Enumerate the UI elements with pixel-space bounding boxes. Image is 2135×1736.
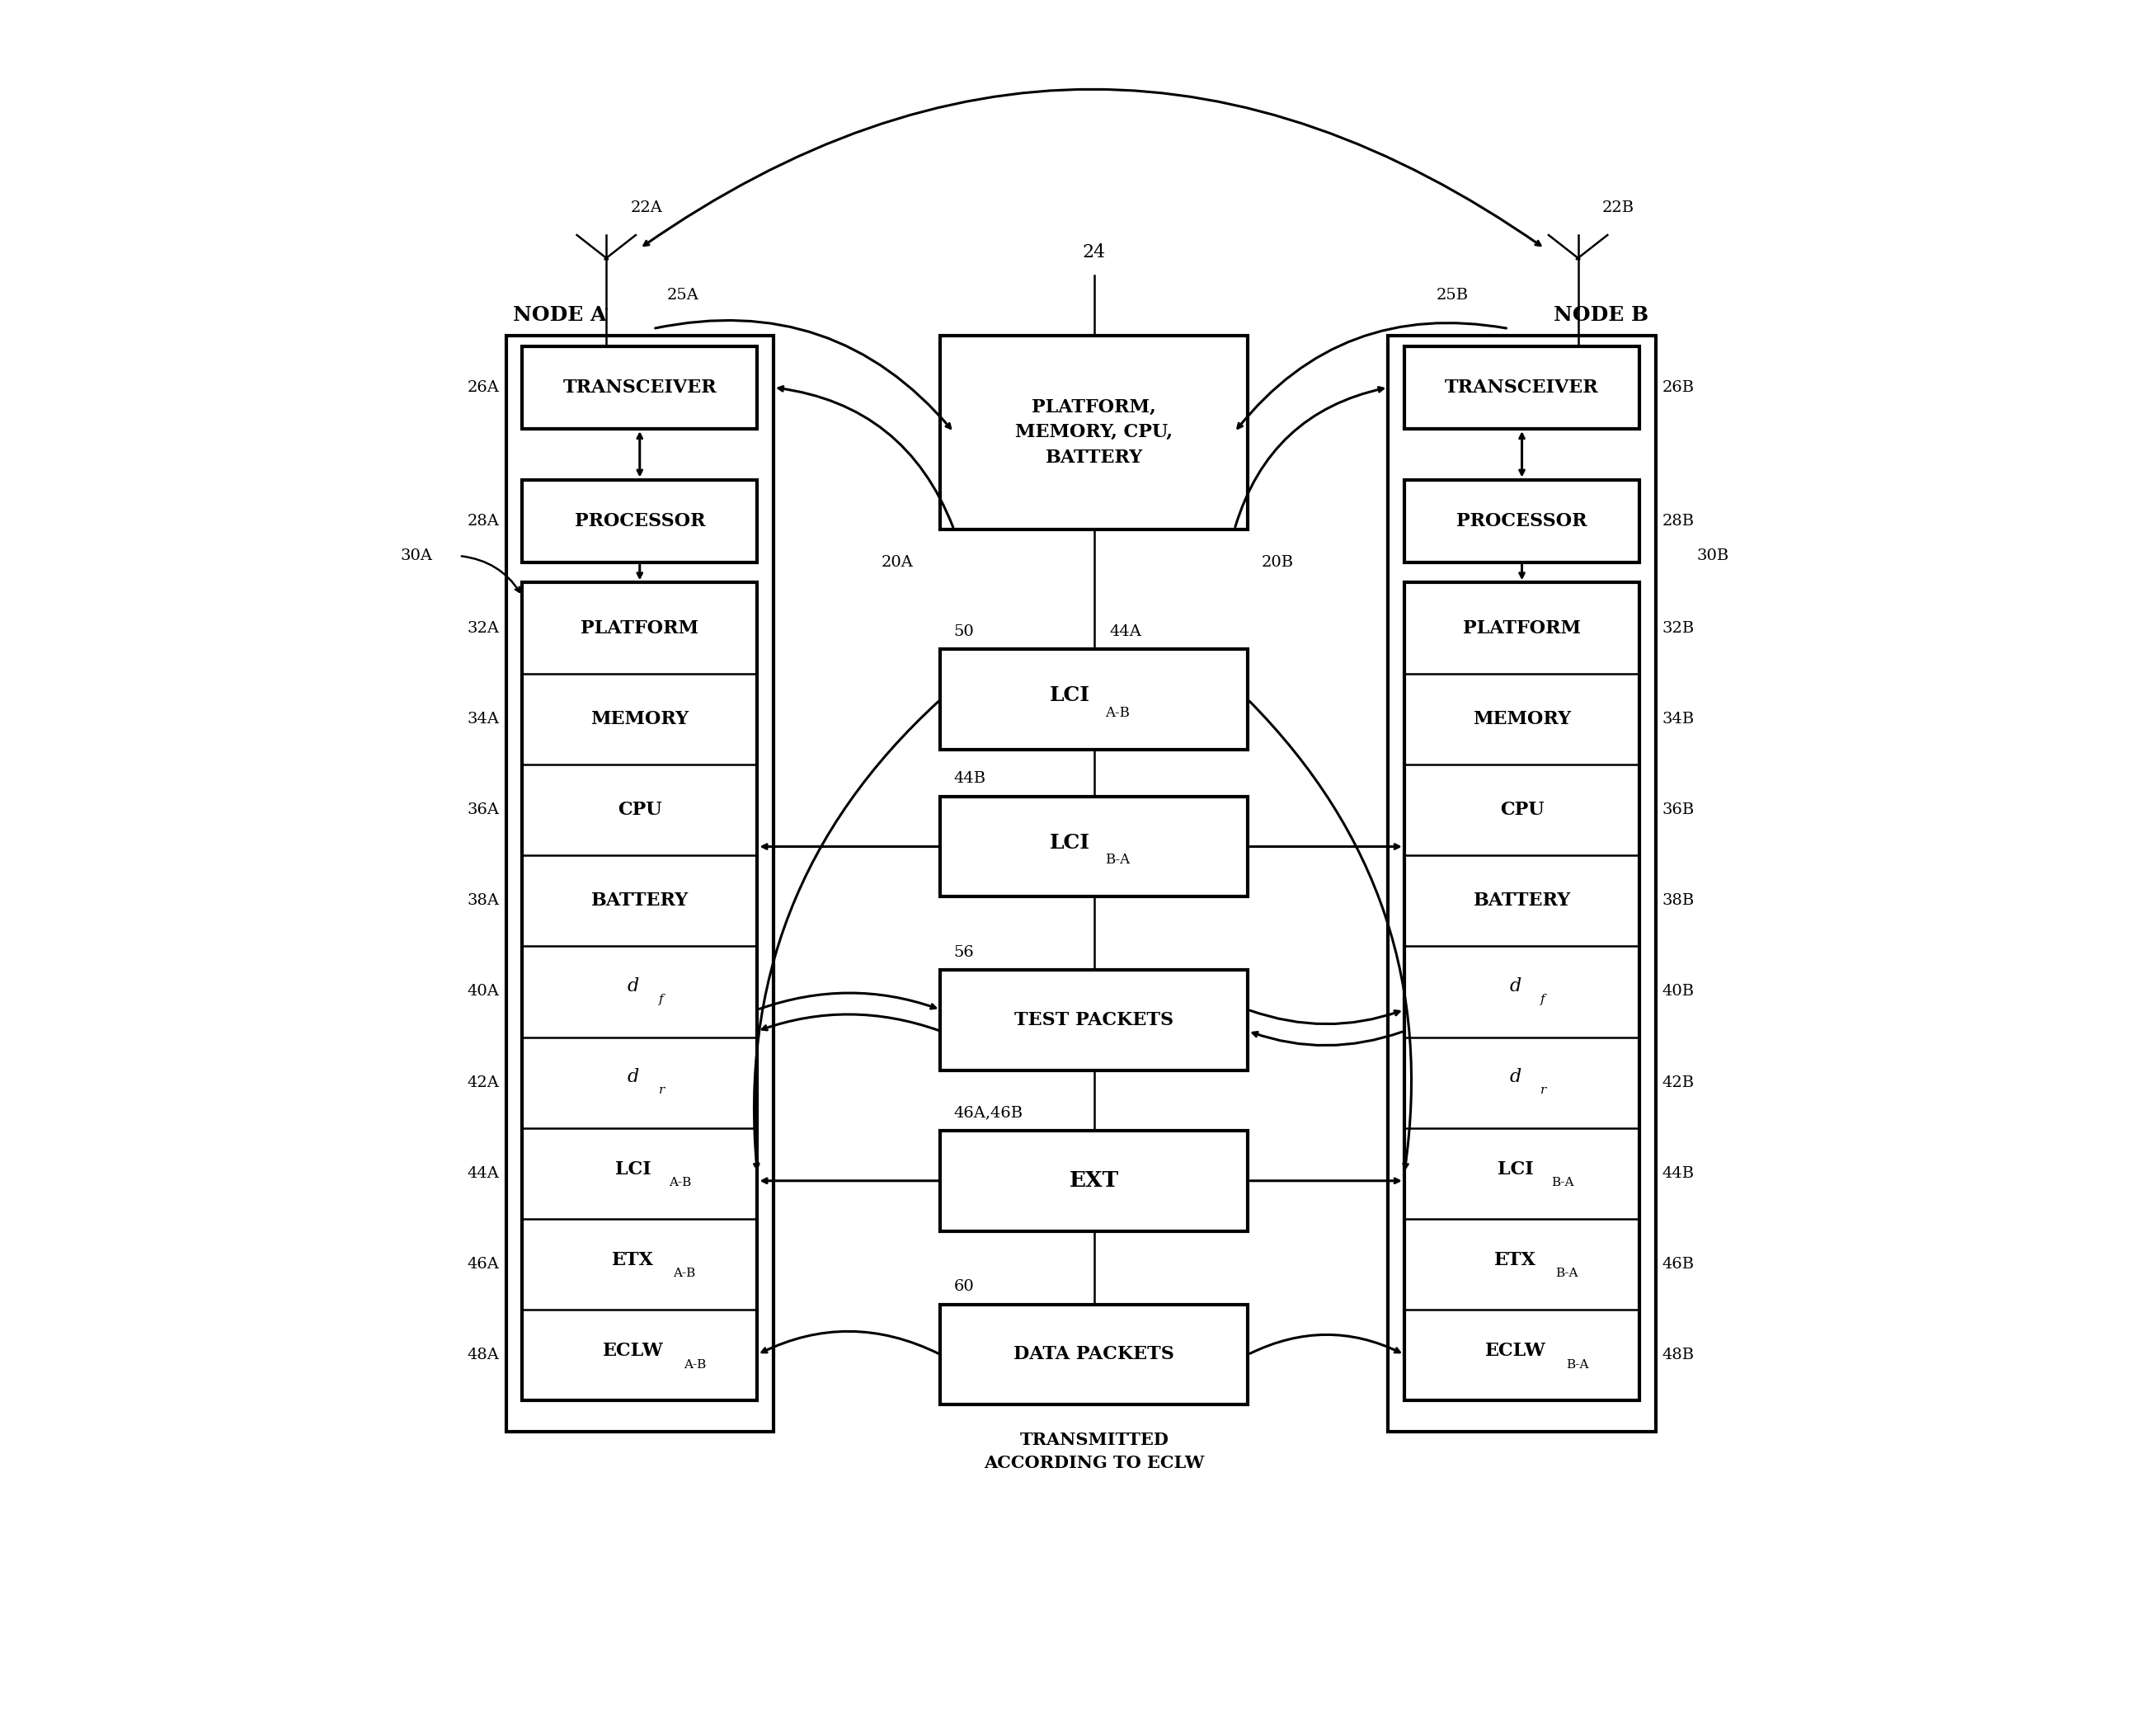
Bar xyxy=(942,970,1247,1071)
Text: 44A: 44A xyxy=(468,1167,500,1180)
Bar xyxy=(1405,479,1640,562)
Text: DATA PACKETS: DATA PACKETS xyxy=(1014,1345,1174,1364)
Bar xyxy=(1405,345,1640,429)
Text: 56: 56 xyxy=(954,944,974,960)
Text: EXT: EXT xyxy=(1070,1170,1119,1191)
Text: 42A: 42A xyxy=(468,1075,500,1090)
Bar xyxy=(942,1304,1247,1404)
Text: 24: 24 xyxy=(1082,243,1106,262)
Text: 30B: 30B xyxy=(1697,549,1729,562)
Text: 46A,46B: 46A,46B xyxy=(954,1106,1023,1120)
Text: BATTERY: BATTERY xyxy=(1473,892,1571,910)
Text: TRANSCEIVER: TRANSCEIVER xyxy=(564,378,717,396)
Text: A-B: A-B xyxy=(673,1267,696,1279)
Text: 32B: 32B xyxy=(1663,621,1695,635)
Bar xyxy=(1405,583,1640,1401)
Text: 32A: 32A xyxy=(468,621,500,635)
Text: PROCESSOR: PROCESSOR xyxy=(1456,512,1586,529)
Text: d: d xyxy=(628,977,638,995)
Text: 36A: 36A xyxy=(468,802,500,818)
Text: 44B: 44B xyxy=(954,771,986,786)
Text: PLATFORM: PLATFORM xyxy=(1462,620,1580,637)
Bar xyxy=(506,335,773,1432)
Text: LCI: LCI xyxy=(615,1160,651,1179)
Text: 34B: 34B xyxy=(1663,712,1695,726)
Text: B-A: B-A xyxy=(1552,1177,1573,1189)
Text: A-B: A-B xyxy=(1106,707,1129,720)
Bar xyxy=(523,479,758,562)
Text: 40A: 40A xyxy=(468,984,500,998)
Text: TRANSCEIVER: TRANSCEIVER xyxy=(1445,378,1599,396)
Bar xyxy=(942,1130,1247,1231)
Text: B-A: B-A xyxy=(1554,1267,1578,1279)
Text: A-B: A-B xyxy=(668,1177,692,1189)
Text: 25B: 25B xyxy=(1437,288,1469,302)
Bar xyxy=(942,797,1247,898)
Text: LCI: LCI xyxy=(1497,1160,1533,1179)
Text: MEMORY: MEMORY xyxy=(1473,710,1571,727)
Text: 38A: 38A xyxy=(468,894,500,908)
Text: CPU: CPU xyxy=(617,800,662,819)
Bar xyxy=(523,345,758,429)
Text: 22A: 22A xyxy=(630,200,662,215)
Text: f: f xyxy=(1541,995,1546,1005)
Text: TEST PACKETS: TEST PACKETS xyxy=(1014,1012,1174,1029)
Text: 42B: 42B xyxy=(1663,1075,1695,1090)
Text: r: r xyxy=(658,1085,664,1097)
Text: CPU: CPU xyxy=(1499,800,1544,819)
Text: ETX: ETX xyxy=(613,1252,653,1269)
Text: 28B: 28B xyxy=(1663,514,1695,528)
Bar xyxy=(1388,335,1655,1432)
Text: 44B: 44B xyxy=(1663,1167,1695,1180)
Text: 34A: 34A xyxy=(468,712,500,726)
Text: NODE A: NODE A xyxy=(512,306,606,325)
Text: B-A: B-A xyxy=(1565,1359,1588,1370)
Text: PLATFORM,
MEMORY, CPU,
BATTERY: PLATFORM, MEMORY, CPU, BATTERY xyxy=(1016,398,1172,467)
Text: NODE B: NODE B xyxy=(1554,306,1648,325)
Text: LCI: LCI xyxy=(1050,833,1091,852)
Text: 28A: 28A xyxy=(468,514,500,528)
Text: 26B: 26B xyxy=(1663,380,1695,394)
Text: 20A: 20A xyxy=(882,556,914,569)
Text: r: r xyxy=(1541,1085,1546,1097)
Text: MEMORY: MEMORY xyxy=(591,710,690,727)
Text: PLATFORM: PLATFORM xyxy=(581,620,698,637)
Text: d: d xyxy=(1509,977,1520,995)
Text: 48A: 48A xyxy=(468,1347,500,1363)
Text: BATTERY: BATTERY xyxy=(591,892,687,910)
Text: d: d xyxy=(628,1068,638,1087)
Text: 40B: 40B xyxy=(1663,984,1695,998)
Text: d: d xyxy=(1509,1068,1520,1087)
Text: 20B: 20B xyxy=(1262,556,1294,569)
Text: 38B: 38B xyxy=(1663,894,1695,908)
Text: 46A: 46A xyxy=(468,1257,500,1272)
Text: 30A: 30A xyxy=(401,549,433,562)
Text: 36B: 36B xyxy=(1663,802,1695,818)
Text: B-A: B-A xyxy=(1106,852,1129,866)
Text: A-B: A-B xyxy=(683,1359,707,1370)
Text: 25A: 25A xyxy=(666,288,698,302)
Text: TRANSMITTED
ACCORDING TO ECLW: TRANSMITTED ACCORDING TO ECLW xyxy=(984,1432,1204,1470)
Bar xyxy=(523,583,758,1401)
Text: LCI: LCI xyxy=(1050,686,1091,705)
Text: 26A: 26A xyxy=(468,380,500,394)
Text: f: f xyxy=(658,995,664,1005)
Text: 22B: 22B xyxy=(1601,200,1635,215)
Text: 44A: 44A xyxy=(1110,623,1142,639)
Text: 48B: 48B xyxy=(1663,1347,1695,1363)
Text: ETX: ETX xyxy=(1494,1252,1537,1269)
Text: ECLW: ECLW xyxy=(1484,1342,1546,1361)
Text: PROCESSOR: PROCESSOR xyxy=(574,512,705,529)
Text: ECLW: ECLW xyxy=(602,1342,664,1361)
Text: 46B: 46B xyxy=(1663,1257,1695,1272)
Bar xyxy=(942,335,1247,529)
Text: 60: 60 xyxy=(954,1279,974,1293)
Bar xyxy=(942,649,1247,750)
Text: 50: 50 xyxy=(954,623,974,639)
